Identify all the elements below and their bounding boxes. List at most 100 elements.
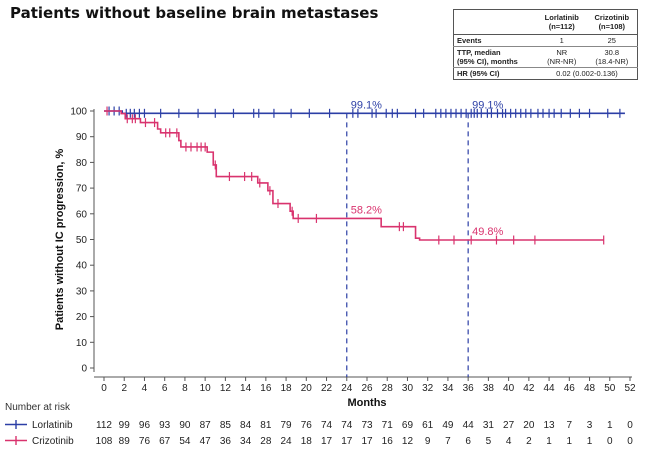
x-tick-label: 48 (584, 383, 596, 394)
x-tick-label: 6 (162, 383, 168, 394)
crizotinib-at-risk-value: 28 (260, 436, 272, 447)
annotation-crizotinib-24: 58.2% (351, 204, 382, 216)
risk-table-title: Number at risk (5, 402, 71, 413)
y-tick-label: 70 (76, 184, 88, 195)
x-tick-label: 2 (121, 383, 127, 394)
crizotinib-at-risk-value: 9 (425, 436, 431, 447)
lorlatinib-at-risk-value: 1 (607, 420, 613, 431)
stats-value: 25 (586, 34, 638, 47)
lorlatinib-at-risk-value: 79 (281, 420, 293, 431)
y-tick-label: 50 (76, 235, 88, 246)
x-tick-label: 50 (604, 383, 616, 394)
crizotinib-at-risk-value: 0 (627, 436, 633, 447)
x-tick-label: 14 (240, 383, 252, 394)
lorlatinib-at-risk-value: 71 (382, 420, 394, 431)
crizotinib-at-risk-value: 12 (402, 436, 414, 447)
crizotinib-at-risk-value: 5 (486, 436, 492, 447)
chart-title: Patients without baseline brain metastas… (10, 4, 379, 22)
x-tick-label: 34 (442, 383, 454, 394)
crizotinib-legend-label: Crizotinib (32, 436, 74, 447)
stats-table: Lorlatinib (n=112) Crizotinib (n=108) Ev… (453, 9, 638, 80)
lorlatinib-at-risk-value: 69 (402, 420, 414, 431)
x-axis-label: Months (347, 397, 386, 409)
lorlatinib-at-risk-value: 27 (503, 420, 515, 431)
x-tick-label: 46 (564, 383, 576, 394)
y-tick-label: 0 (81, 364, 87, 375)
annotation-crizotinib-36: 49.8% (472, 226, 503, 238)
lorlatinib-at-risk-value: 49 (442, 420, 454, 431)
y-tick-label: 80 (76, 158, 88, 169)
crizotinib-at-risk-value: 76 (139, 436, 151, 447)
annotation-lorlatinib-24: 99.1% (351, 99, 382, 111)
x-tick-label: 22 (321, 383, 333, 394)
x-tick-label: 0 (101, 383, 107, 394)
crizotinib-at-risk-value: 17 (341, 436, 353, 447)
x-tick-label: 30 (402, 383, 414, 394)
crizotinib-at-risk-value: 34 (240, 436, 252, 447)
x-tick-label: 16 (260, 383, 272, 394)
x-tick-label: 36 (463, 383, 475, 394)
x-tick-label: 42 (523, 383, 535, 394)
y-tick-label: 20 (76, 312, 88, 323)
crizotinib-at-risk-value: 4 (506, 436, 512, 447)
lorlatinib-at-risk-value: 90 (179, 420, 191, 431)
x-tick-label: 10 (200, 383, 212, 394)
crizotinib-at-risk-value: 1 (567, 436, 573, 447)
crizotinib-at-risk-value: 54 (179, 436, 191, 447)
lorlatinib-at-risk-value: 112 (96, 420, 112, 431)
x-tick-label: 18 (281, 383, 293, 394)
crizotinib-at-risk-value: 7 (445, 436, 451, 447)
lorlatinib-at-risk-value: 44 (463, 420, 475, 431)
lorlatinib-curve (104, 110, 625, 115)
crizotinib-at-risk-value: 16 (382, 436, 394, 447)
crizotinib-at-risk-value: 17 (321, 436, 333, 447)
lorlatinib-at-risk-value: 84 (240, 420, 252, 431)
lorlatinib-at-risk-value: 96 (139, 420, 151, 431)
y-tick-label: 30 (76, 286, 88, 297)
x-tick-label: 44 (544, 383, 556, 394)
crizotinib-at-risk-value: 1 (587, 436, 593, 447)
x-tick-label: 40 (503, 383, 515, 394)
y-axis-label: Patients without IC progression, % (54, 149, 66, 331)
lorlatinib-at-risk-value: 13 (544, 420, 556, 431)
lorlatinib-at-risk-value: 85 (220, 420, 232, 431)
x-tick-label: 12 (220, 383, 232, 394)
x-tick-label: 8 (182, 383, 188, 394)
lorlatinib-at-risk-value: 61 (422, 420, 434, 431)
stats-label: TTP, median (95% CI), months (453, 46, 537, 68)
stats-label: HR (95% CI) (453, 67, 537, 80)
annotation-lorlatinib-36: 99.1% (472, 99, 503, 111)
crizotinib-at-risk-value: 36 (220, 436, 232, 447)
lorlatinib-at-risk-value: 99 (119, 420, 131, 431)
lorlatinib-at-risk-value: 74 (341, 420, 353, 431)
stats-col-crizotinib: Crizotinib (n=108) (594, 13, 630, 31)
x-tick-label: 4 (142, 383, 148, 394)
x-tick-label: 20 (301, 383, 313, 394)
crizotinib-curve (104, 110, 604, 241)
crizotinib-at-risk-value: 18 (301, 436, 313, 447)
stats-row-hr: HR (95% CI) 0.02 (0.002-0.136) (453, 67, 638, 80)
y-tick-label: 60 (76, 209, 88, 220)
lorlatinib-at-risk-value: 0 (627, 420, 633, 431)
crizotinib-at-risk-value: 6 (465, 436, 471, 447)
lorlatinib-at-risk-value: 31 (483, 420, 495, 431)
x-tick-label: 52 (624, 383, 636, 394)
lorlatinib-at-risk-value: 74 (321, 420, 333, 431)
y-tick-label: 40 (76, 261, 88, 272)
lorlatinib-at-risk-value: 81 (260, 420, 272, 431)
lorlatinib-at-risk-value: 73 (361, 420, 373, 431)
y-tick-label: 100 (70, 107, 87, 118)
crizotinib-at-risk-value: 108 (96, 436, 113, 447)
y-tick-label: 90 (76, 132, 88, 143)
stats-value: NR (NR-NR) (536, 46, 587, 68)
lorlatinib-at-risk-value: 87 (200, 420, 212, 431)
crizotinib-at-risk-value: 2 (526, 436, 532, 447)
lorlatinib-legend-label: Lorlatinib (32, 420, 73, 431)
crizotinib-at-risk-value: 47 (200, 436, 212, 447)
stats-value: 0.02 (0.002-0.136) (536, 67, 638, 80)
lorlatinib-at-risk-value: 20 (523, 420, 535, 431)
crizotinib-at-risk-value: 67 (159, 436, 171, 447)
y-tick-label: 10 (76, 338, 88, 349)
x-tick-label: 24 (341, 383, 353, 394)
